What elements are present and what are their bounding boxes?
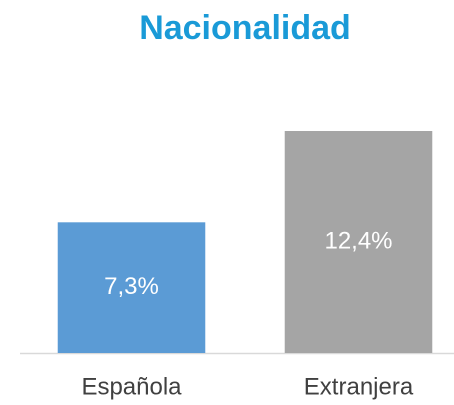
data-label: 7,3% (104, 273, 159, 300)
chart-title: Nacionalidad (139, 9, 351, 47)
x-tick-label: Española (81, 373, 182, 400)
bar (284, 131, 433, 353)
data-label: 12,4% (324, 227, 392, 254)
bar (57, 222, 206, 353)
x-tick-label: Extranjera (304, 373, 414, 400)
